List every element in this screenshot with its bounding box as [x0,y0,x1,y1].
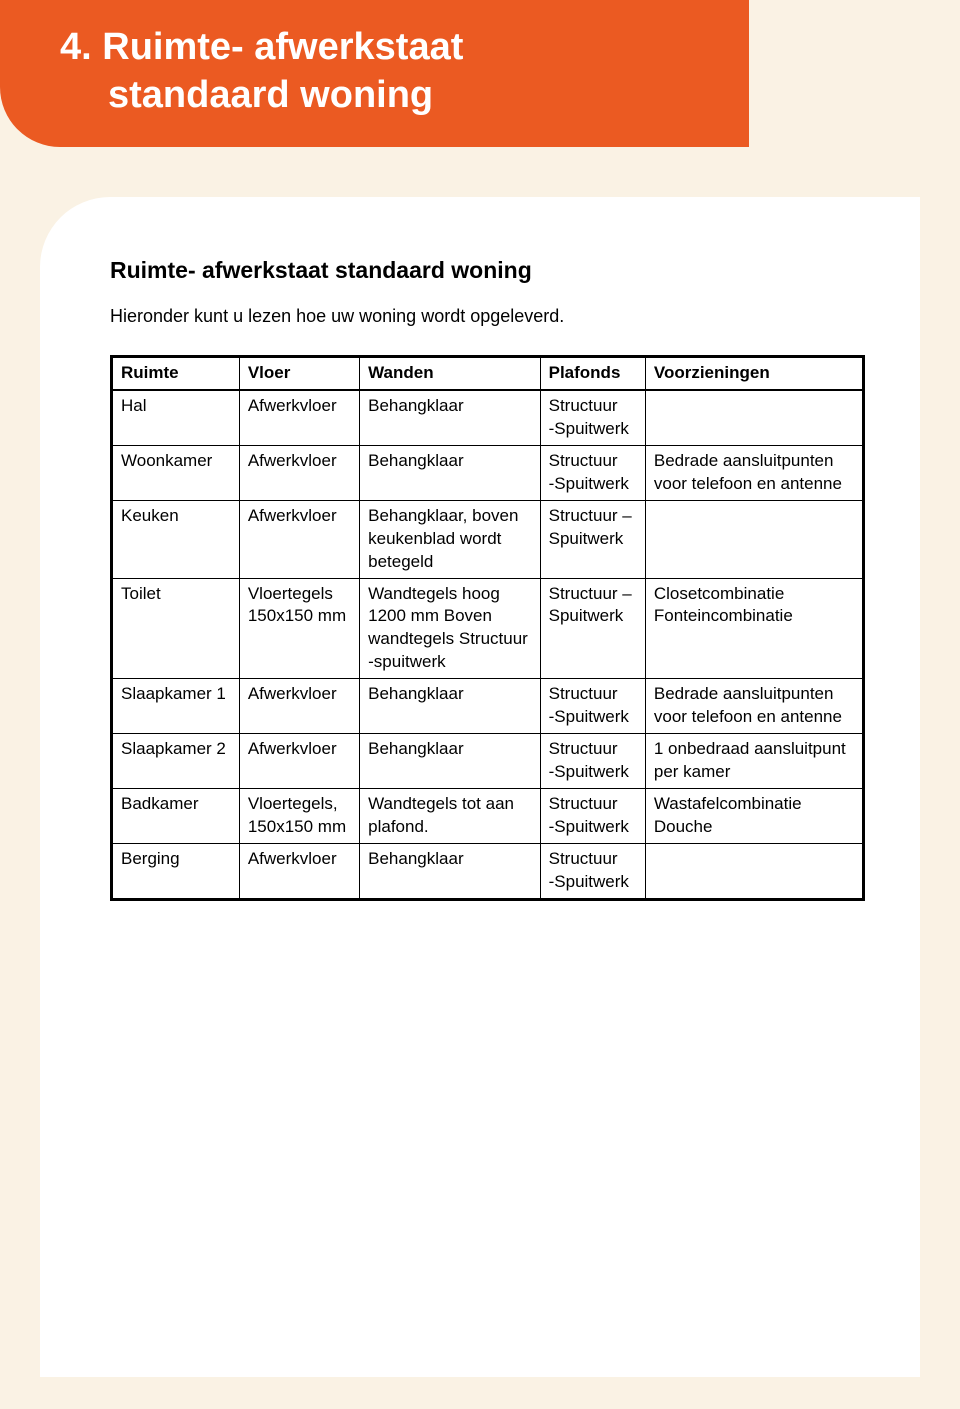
cell-wanden: Wandtegels tot aan plafond. [360,789,540,844]
cell-plafonds: Structuur-Spuitwerk [540,390,645,445]
cell-vloer: Vloertegels, 150x150 mm [239,789,359,844]
table-row: Slaapkamer 1AfwerkvloerBehangklaarStruct… [112,679,864,734]
cell-ruimte: Hal [112,390,240,445]
cell-wanden: Behangklaar [360,843,540,899]
cell-plafonds: Structuur-Spuitwerk [540,679,645,734]
table-row: BergingAfwerkvloerBehangklaarStructuur-S… [112,843,864,899]
section-number: 4. [60,26,92,68]
cell-vloer: Afwerkvloer [239,734,359,789]
content-intro: Hieronder kunt u lezen hoe uw woning wor… [110,306,865,327]
cell-ruimte: Keuken [112,500,240,578]
table-row: HalAfwerkvloerBehangklaarStructuur-Spuit… [112,390,864,445]
cell-plafonds: Structuur-Spuitwerk [540,843,645,899]
cell-ruimte: Badkamer [112,789,240,844]
cell-voorz [645,390,863,445]
table-body: HalAfwerkvloerBehangklaarStructuur-Spuit… [112,390,864,899]
section-title-line1: Ruimte- afwerkstaat [102,26,463,68]
finish-table: Ruimte Vloer Wanden Plafonds Voorziening… [110,355,865,901]
cell-ruimte: Slaapkamer 2 [112,734,240,789]
cell-vloer: Afwerkvloer [239,445,359,500]
cell-voorz: 1 onbedraad aansluit­punt per kamer [645,734,863,789]
cell-voorz: Closetcombinatie Fonteincombinatie [645,578,863,679]
cell-vloer: Vloertegels 150x150 mm [239,578,359,679]
cell-plafonds: Structuur-Spuitwerk [540,734,645,789]
cell-voorz [645,500,863,578]
cell-vloer: Afwerkvloer [239,500,359,578]
cell-voorz [645,843,863,899]
table-row: ToiletVloertegels 150x150 mmWandtegels h… [112,578,864,679]
cell-voorz: Bedrade aansluitpunten voor telefoon en … [645,679,863,734]
col-wanden: Wanden [360,357,540,390]
cell-plafonds: Structuur – Spuitwerk [540,578,645,679]
table-header-row: Ruimte Vloer Wanden Plafonds Voorziening… [112,357,864,390]
section-header: 4. Ruimte- afwerkstaat standaard woning [0,0,749,147]
cell-ruimte: Slaapkamer 1 [112,679,240,734]
cell-voorz: Wastafelcombinatie Douche [645,789,863,844]
content-subheading: Ruimte- afwerkstaat standaard woning [110,257,865,284]
col-ruimte: Ruimte [112,357,240,390]
table-row: Slaapkamer 2AfwerkvloerBehangklaarStruct… [112,734,864,789]
cell-wanden: Wandtegels hoog 1200 mm Boven wandtegels… [360,578,540,679]
table-row: WoonkamerAfwerkvloerBehangklaarStructuur… [112,445,864,500]
cell-plafonds: Structuur – Spuitwerk [540,500,645,578]
col-vloer: Vloer [239,357,359,390]
cell-voorz: Bedrade aansluitpunten voor telefoon en … [645,445,863,500]
col-plafond: Plafonds [540,357,645,390]
col-voorz: Voorzieningen [645,357,863,390]
cell-ruimte: Woonkamer [112,445,240,500]
cell-wanden: Behangklaar [360,679,540,734]
cell-wanden: Behangklaar [360,390,540,445]
cell-wanden: Behangklaar, boven keukenblad wordt bete… [360,500,540,578]
cell-wanden: Behangklaar [360,734,540,789]
cell-ruimte: Toilet [112,578,240,679]
cell-plafonds: Structuur-Spuitwerk [540,789,645,844]
table-row: KeukenAfwerkvloerBehangklaar, boven keuk… [112,500,864,578]
cell-ruimte: Berging [112,843,240,899]
table-row: BadkamerVloertegels, 150x150 mmWandtegel… [112,789,864,844]
section-title-line2: standaard woning [60,72,719,120]
cell-vloer: Afwerkvloer [239,390,359,445]
cell-vloer: Afwerkvloer [239,679,359,734]
cell-vloer: Afwerkvloer [239,843,359,899]
section-title: 4. Ruimte- afwerkstaat standaard woning [60,24,719,119]
content-panel: Ruimte- afwerkstaat standaard woning Hie… [40,197,920,1377]
cell-wanden: Behangklaar [360,445,540,500]
cell-plafonds: Structuur-Spuitwerk [540,445,645,500]
